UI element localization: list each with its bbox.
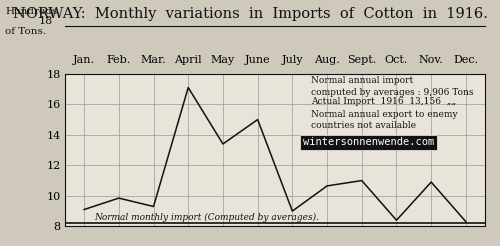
Text: Hundreds: Hundreds (5, 7, 57, 16)
Text: NORWAY:  Monthly  variations  in  Imports  of  Cotton  in  1916.: NORWAY: Monthly variations in Imports of… (12, 7, 488, 21)
Text: Actual Import  1916  13,156  „„: Actual Import 1916 13,156 „„ (312, 97, 456, 106)
Text: of Tons.: of Tons. (5, 27, 46, 36)
Text: Normal monthly import (Computed by averages).: Normal monthly import (Computed by avera… (94, 213, 320, 222)
Text: 18: 18 (38, 16, 52, 26)
Text: wintersonnenwende.com: wintersonnenwende.com (303, 138, 434, 147)
Text: Normal annual export to enemy countries not available: Normal annual export to enemy countries … (312, 110, 458, 130)
Text: Normal annual import
computed by averages : 9,906 Tons: Normal annual import computed by average… (312, 76, 474, 97)
